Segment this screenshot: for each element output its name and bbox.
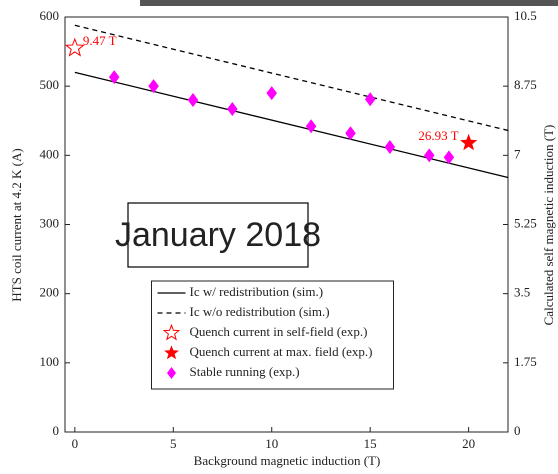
line [75,72,508,177]
point [266,86,277,100]
line [75,25,508,130]
y-tick-label: 0 [53,423,60,438]
x-tick-label: 20 [462,436,475,451]
x-tick-label: 5 [170,436,177,451]
point [109,70,120,84]
x-tick-label: 10 [265,436,278,451]
point [424,148,435,162]
legend-label: Ic w/o redistribution (sim.) [190,304,330,319]
photo-strip [140,0,558,6]
overlay-text: January 2018 [115,216,321,254]
y-tick-label: 400 [40,146,60,161]
y2-tick-label: 7 [514,146,521,161]
y2-tick-label: 3.5 [514,285,530,300]
point-annotation: 9.47 T [83,33,117,48]
x-tick-label: 0 [72,436,79,451]
y2-axis-label: Calculated self magnetic induction (T) [541,125,556,326]
y-tick-label: 300 [40,215,60,230]
x-axis-label: Background magnetic induction (T) [194,453,381,468]
point [385,140,396,154]
legend-label: Stable running (exp.) [190,364,300,379]
point [460,134,477,150]
point [227,102,238,116]
point-annotation: 26.93 T [418,128,458,143]
y-tick-label: 200 [40,285,60,300]
point [188,93,199,107]
y-tick-label: 600 [40,8,60,23]
y2-tick-label: 8.75 [514,77,537,92]
y-tick-label: 500 [40,77,60,92]
legend-label: Quench current in self-field (exp.) [190,324,368,339]
y-axis-label: HTS coil current at 4.2 K (A) [9,148,24,301]
y-tick-label: 100 [40,354,60,369]
x-tick-label: 15 [364,436,377,451]
point [365,92,376,106]
chart: Background magnetic induction (T) HTS co… [0,0,558,474]
legend-label: Ic w/ redistribution (sim.) [190,284,324,299]
y2-tick-label: 0 [514,423,521,438]
legend-label: Quench current at max. field (exp.) [190,344,373,359]
point [66,39,83,56]
y2-tick-label: 5.25 [514,215,537,230]
y2-tick-label: 1.75 [514,354,537,369]
y2-tick-label: 10.5 [514,8,537,23]
